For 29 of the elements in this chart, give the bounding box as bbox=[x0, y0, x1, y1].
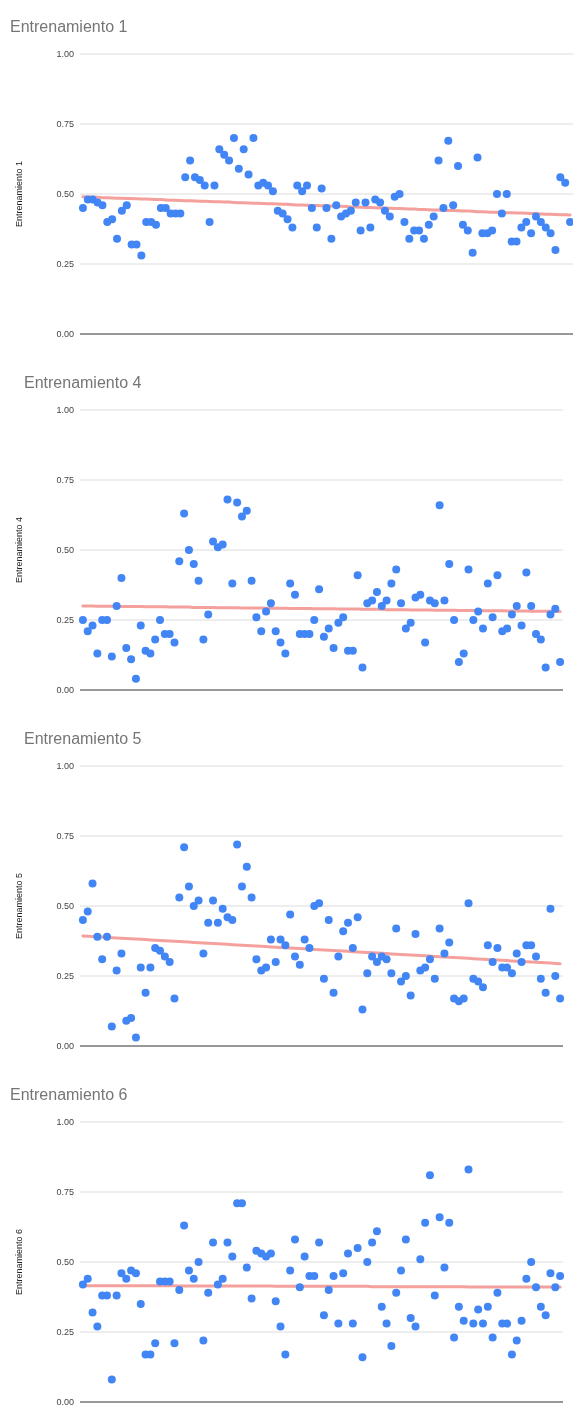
chart-title: Entrenamiento 4 bbox=[24, 374, 142, 391]
y-tick-label: 0.25 bbox=[56, 615, 74, 626]
y-tick-label: 0.25 bbox=[56, 1327, 74, 1338]
y-axis-title: Entrenamiento 5 bbox=[14, 872, 24, 940]
y-tick-label: 1.00 bbox=[56, 405, 74, 416]
line-series bbox=[81, 934, 562, 966]
y-tick-label: 0.00 bbox=[56, 1397, 74, 1408]
y-tick-label: 0.00 bbox=[56, 685, 74, 696]
y-axis-title: Entrenamiento 1 bbox=[14, 160, 24, 228]
y-tick-label: 0.75 bbox=[56, 1187, 74, 1198]
y-tick-label: 0.50 bbox=[56, 901, 74, 912]
y-tick-label: 0.25 bbox=[56, 971, 74, 982]
y-tick-label: 1.00 bbox=[56, 49, 74, 60]
y-tick-label: 0.25 bbox=[56, 259, 74, 270]
y-tick-label: 0.00 bbox=[56, 1041, 74, 1052]
y-tick-label: 0.75 bbox=[56, 475, 74, 486]
y-tick-label: 0.50 bbox=[56, 1257, 74, 1268]
chart-title: Entrenamiento 1 bbox=[10, 18, 128, 35]
y-axis-title: Entrenamiento 4 bbox=[14, 516, 24, 584]
y-tick-label: 0.50 bbox=[56, 545, 74, 556]
y-tick-label: 0.75 bbox=[56, 831, 74, 842]
y-axis-title: Entrenamiento 6 bbox=[14, 1228, 24, 1296]
y-tick-label: 1.00 bbox=[56, 1117, 74, 1128]
y-tick-label: 0.00 bbox=[56, 329, 74, 340]
y-tick-label: 0.75 bbox=[56, 119, 74, 130]
chart-title: Entrenamiento 5 bbox=[24, 730, 142, 747]
y-tick-label: 1.00 bbox=[56, 761, 74, 772]
chart-title: Entrenamiento 6 bbox=[10, 1086, 128, 1103]
y-tick-label: 0.50 bbox=[56, 189, 74, 200]
